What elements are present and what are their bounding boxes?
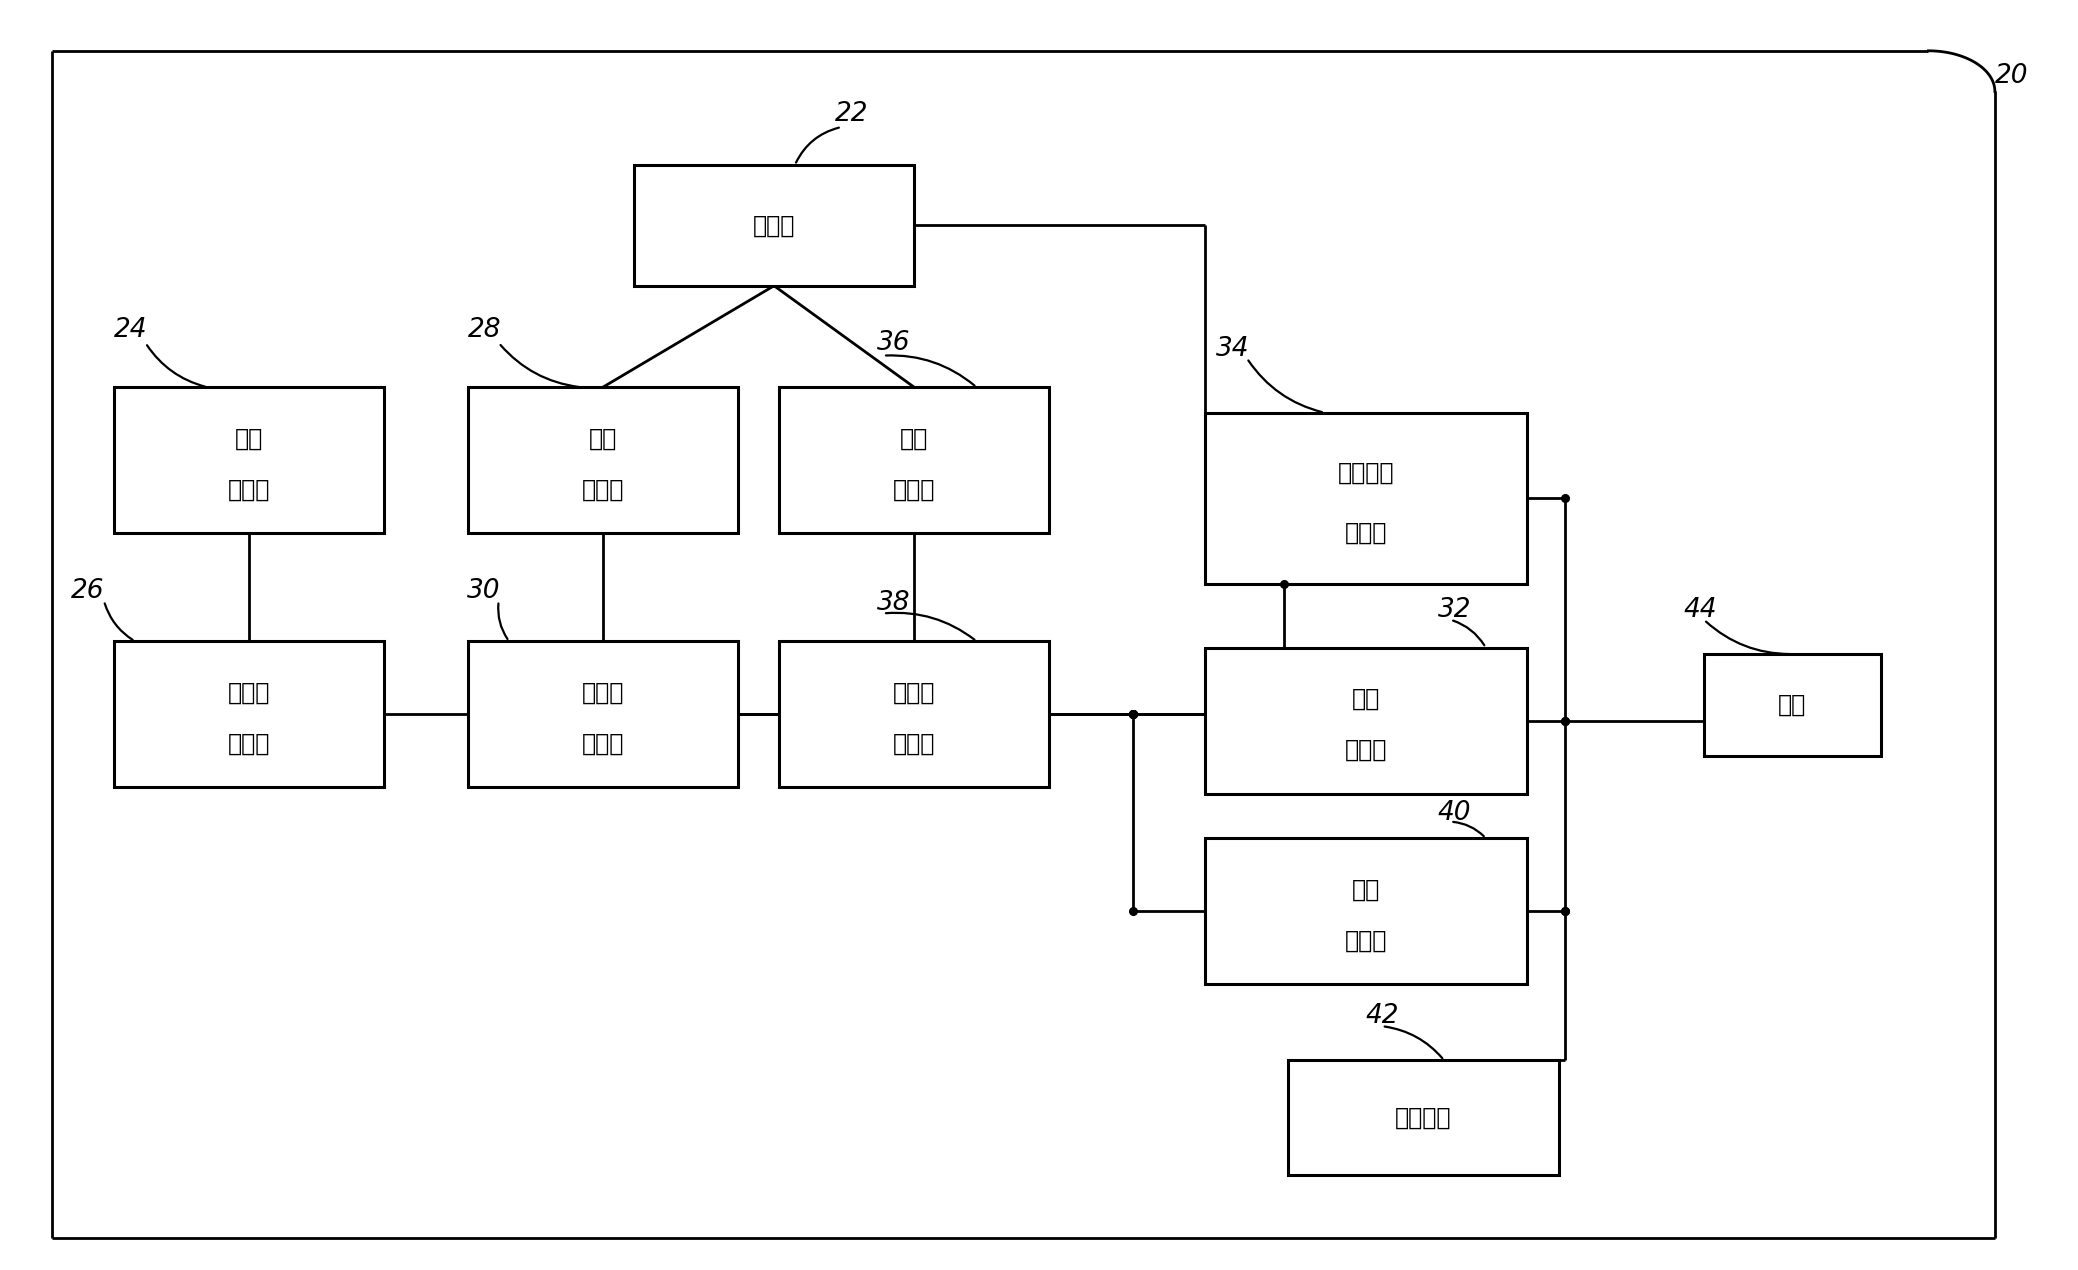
Text: 32: 32 bbox=[1438, 597, 1471, 622]
Bar bbox=[114, 387, 384, 533]
FancyArrowPatch shape bbox=[1706, 621, 1789, 654]
Text: 数字信号: 数字信号 bbox=[1338, 461, 1394, 485]
FancyArrowPatch shape bbox=[1453, 822, 1484, 836]
Bar bbox=[779, 387, 1049, 533]
Text: 转速控: 转速控 bbox=[229, 681, 270, 705]
Text: 30: 30 bbox=[468, 578, 501, 603]
Text: 36: 36 bbox=[877, 330, 910, 356]
Text: 循轨: 循轨 bbox=[588, 427, 617, 451]
Text: 26: 26 bbox=[71, 578, 104, 603]
Bar bbox=[634, 165, 914, 286]
Text: 22: 22 bbox=[835, 102, 869, 127]
FancyArrowPatch shape bbox=[1249, 361, 1322, 411]
Text: 驱动器: 驱动器 bbox=[229, 478, 270, 502]
Bar bbox=[1704, 654, 1881, 756]
Text: 接口: 接口 bbox=[1779, 693, 1806, 716]
FancyArrowPatch shape bbox=[501, 345, 580, 387]
FancyArrowPatch shape bbox=[1453, 621, 1484, 645]
Text: 40: 40 bbox=[1438, 800, 1471, 826]
Text: 24: 24 bbox=[114, 318, 148, 343]
Text: 处理器: 处理器 bbox=[1344, 521, 1388, 545]
Text: 伺服器: 伺服器 bbox=[1344, 928, 1388, 952]
Text: 聚焦: 聚焦 bbox=[1353, 878, 1380, 902]
Text: 微控制器: 微控制器 bbox=[1394, 1106, 1453, 1129]
FancyArrowPatch shape bbox=[885, 356, 975, 386]
Bar bbox=[1288, 1060, 1558, 1175]
FancyArrowPatch shape bbox=[148, 345, 206, 386]
Text: 伺服器: 伺服器 bbox=[1344, 738, 1388, 762]
Text: 38: 38 bbox=[877, 591, 910, 616]
Text: 聚焦: 聚焦 bbox=[900, 427, 929, 451]
Text: 34: 34 bbox=[1216, 337, 1249, 362]
FancyArrowPatch shape bbox=[1384, 1026, 1442, 1058]
FancyArrowPatch shape bbox=[796, 128, 840, 163]
Text: 20: 20 bbox=[1995, 64, 2028, 89]
Text: 致动器: 致动器 bbox=[894, 478, 935, 502]
Bar bbox=[1205, 413, 1527, 584]
Text: 28: 28 bbox=[468, 318, 501, 343]
Text: 聚焦驱: 聚焦驱 bbox=[894, 681, 935, 705]
FancyArrowPatch shape bbox=[104, 603, 133, 640]
FancyArrowPatch shape bbox=[499, 603, 507, 639]
Text: 循轨: 循轨 bbox=[1353, 687, 1380, 711]
Text: 44: 44 bbox=[1683, 597, 1716, 622]
Text: 42: 42 bbox=[1365, 1003, 1398, 1029]
Text: 致动器: 致动器 bbox=[582, 478, 623, 502]
Bar bbox=[468, 387, 738, 533]
Bar bbox=[1205, 838, 1527, 984]
Text: 旋转: 旋转 bbox=[235, 427, 264, 451]
Bar bbox=[1205, 648, 1527, 794]
Text: 制电路: 制电路 bbox=[229, 732, 270, 756]
Bar bbox=[468, 641, 738, 787]
FancyArrowPatch shape bbox=[885, 613, 975, 640]
Text: 循轨驱: 循轨驱 bbox=[582, 681, 623, 705]
Text: 动电路: 动电路 bbox=[894, 732, 935, 756]
Text: 读取头: 读取头 bbox=[752, 213, 796, 237]
Bar bbox=[779, 641, 1049, 787]
Text: 动电路: 动电路 bbox=[582, 732, 623, 756]
Bar bbox=[114, 641, 384, 787]
